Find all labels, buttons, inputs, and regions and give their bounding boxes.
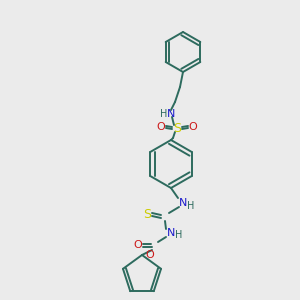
Text: N: N — [179, 198, 187, 208]
Text: S: S — [173, 122, 181, 134]
Text: H: H — [160, 109, 168, 119]
Text: S: S — [143, 208, 151, 221]
Text: N: N — [167, 228, 175, 238]
Text: O: O — [189, 122, 197, 132]
Text: O: O — [134, 240, 142, 250]
Text: H: H — [175, 230, 183, 240]
Text: O: O — [157, 122, 165, 132]
Text: H: H — [187, 201, 195, 211]
Text: O: O — [146, 250, 154, 260]
Text: N: N — [167, 109, 175, 119]
